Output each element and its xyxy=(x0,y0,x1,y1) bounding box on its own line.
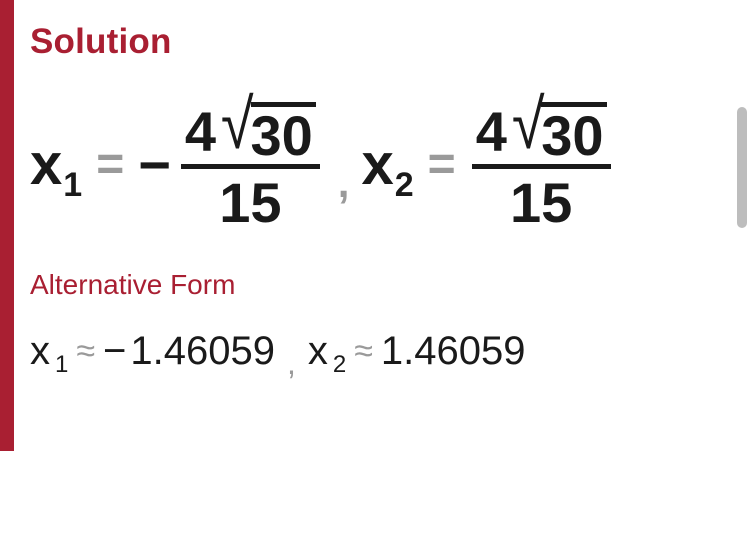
term-x2: x 2 xyxy=(361,136,413,194)
denominator-2: 15 xyxy=(510,169,572,231)
numerator-2: 4 √ 30 xyxy=(472,98,611,164)
main-equation: x 1 = − 4 √ 30 15 , x 2 = 4 xyxy=(30,98,720,231)
fraction-2: 4 √ 30 15 xyxy=(472,98,611,231)
radicand-1: 30 xyxy=(251,102,316,164)
sqrt-2: √ 30 xyxy=(509,102,607,164)
alt-val-1: 1.46059 xyxy=(130,331,275,371)
accent-left-bar xyxy=(0,0,14,451)
radical-icon: √ xyxy=(221,103,254,165)
vertical-scrollbar-thumb[interactable] xyxy=(737,107,747,228)
equals-2: = xyxy=(428,141,456,189)
term-x1: x 1 xyxy=(30,136,82,194)
alt-separator: , xyxy=(287,347,296,379)
alternative-form-heading: Alternative Form xyxy=(30,269,720,301)
equals-1: = xyxy=(96,141,124,189)
alt-var-x1: x xyxy=(30,331,50,371)
variable-x1: x xyxy=(30,136,61,194)
alt-var-x2: x xyxy=(308,331,328,371)
radical-icon: √ xyxy=(512,103,545,165)
approx-2: ≈ xyxy=(354,334,373,368)
alt-val-2: 1.46059 xyxy=(381,331,526,371)
sqrt-1: √ 30 xyxy=(218,102,316,164)
numerator-1: 4 √ 30 xyxy=(181,98,320,164)
alternative-equation: x 1 ≈ − 1.46059 , x 2 ≈ 1.46059 xyxy=(30,331,720,371)
alt-sub-1: 1 xyxy=(55,353,68,377)
denominator-1: 15 xyxy=(219,169,281,231)
solution-heading: Solution xyxy=(30,22,720,62)
alt-neg-1: − xyxy=(103,331,126,371)
radicand-2: 30 xyxy=(541,102,606,164)
variable-x2: x xyxy=(361,136,392,194)
coef-2: 4 xyxy=(476,104,507,160)
subscript-2: 2 xyxy=(395,168,414,202)
subscript-1: 1 xyxy=(63,168,82,202)
separator-comma: , xyxy=(338,162,350,204)
alt-sub-2: 2 xyxy=(333,353,346,377)
vertical-scrollbar-track[interactable] xyxy=(734,0,750,536)
neg-sign-1: − xyxy=(138,137,171,193)
coef-1: 4 xyxy=(185,104,216,160)
approx-1: ≈ xyxy=(76,334,95,368)
fraction-1: 4 √ 30 15 xyxy=(181,98,320,231)
content-area: Solution x 1 = − 4 √ 30 15 , x 2 = xyxy=(30,22,720,371)
